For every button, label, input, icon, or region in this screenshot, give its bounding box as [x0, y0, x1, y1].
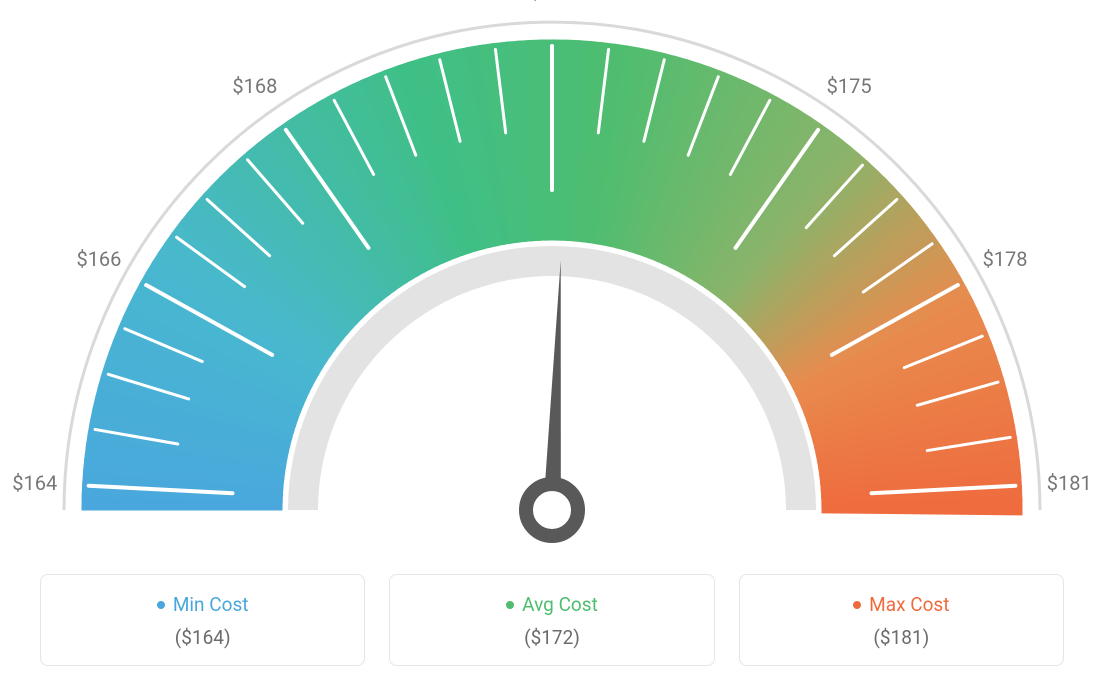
legend-title-avg: Avg Cost — [522, 593, 598, 616]
legend-row: Min Cost ($164) Avg Cost ($172) Max Cost… — [40, 574, 1064, 666]
legend-value-min: ($164) — [53, 626, 352, 649]
gauge-tick-label: $168 — [232, 74, 277, 98]
legend-card-avg: Avg Cost ($172) — [389, 574, 714, 666]
gauge-tick-label: $166 — [76, 247, 121, 271]
gauge-tick-label: $178 — [983, 247, 1028, 271]
legend-card-max: Max Cost ($181) — [739, 574, 1064, 666]
legend-dot-min — [157, 601, 165, 609]
legend-card-min: Min Cost ($164) — [40, 574, 365, 666]
gauge-tick-label: $164 — [12, 471, 57, 495]
gauge-tick-label: $181 — [1047, 471, 1092, 495]
legend-value-max: ($181) — [752, 626, 1051, 649]
chart-container: $164 $166 $168 $172 $175 $178 $181 Min Cost ($… — [0, 0, 1104, 690]
legend-dot-avg — [506, 601, 514, 609]
gauge-chart: $164 $166 $168 $172 $175 $178 $181 — [0, 0, 1104, 560]
gauge-tick-label: $175 — [827, 74, 872, 98]
gauge-tick-label: $172 — [530, 0, 575, 4]
legend-value-avg: ($172) — [402, 626, 701, 649]
legend-dot-max — [853, 601, 861, 609]
legend-title-min: Min Cost — [173, 593, 249, 616]
legend-title-max: Max Cost — [869, 593, 949, 616]
